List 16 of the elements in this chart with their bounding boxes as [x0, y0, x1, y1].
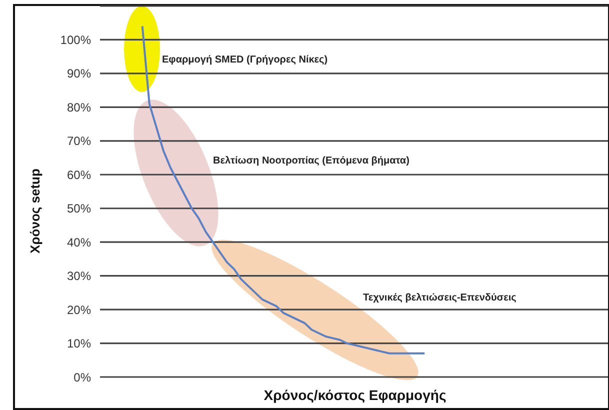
y-axis-title: Χρόνος setup: [28, 168, 42, 254]
y-tick-label: 80%: [66, 100, 92, 114]
annotation: Τεχνικές βελτιώσεις-Επενδύσεις: [363, 292, 516, 304]
y-tick-label: 100%: [60, 32, 92, 47]
y-tick-label: 50%: [66, 202, 92, 216]
y-tick-label: 70%: [66, 134, 92, 148]
y-tick-label: 10%: [66, 336, 92, 351]
y-tick-label: 90%: [66, 66, 92, 81]
y-tick-label: 0%: [74, 370, 92, 384]
y-tick-label: 30%: [66, 269, 92, 284]
annotation: Εφαρμογή SMED (Γρήγορες Νίκες): [162, 54, 328, 66]
y-tick-label: 40%: [66, 235, 92, 250]
x-axis-title: Χρόνος/κόστος Εφαρμογής: [264, 387, 446, 403]
y-tick-label: 60%: [66, 168, 92, 182]
y-tick-label: 20%: [66, 302, 92, 317]
annotation: Βελτίωση Νοοτροπίας (Επόμενα βήματα): [213, 156, 410, 166]
